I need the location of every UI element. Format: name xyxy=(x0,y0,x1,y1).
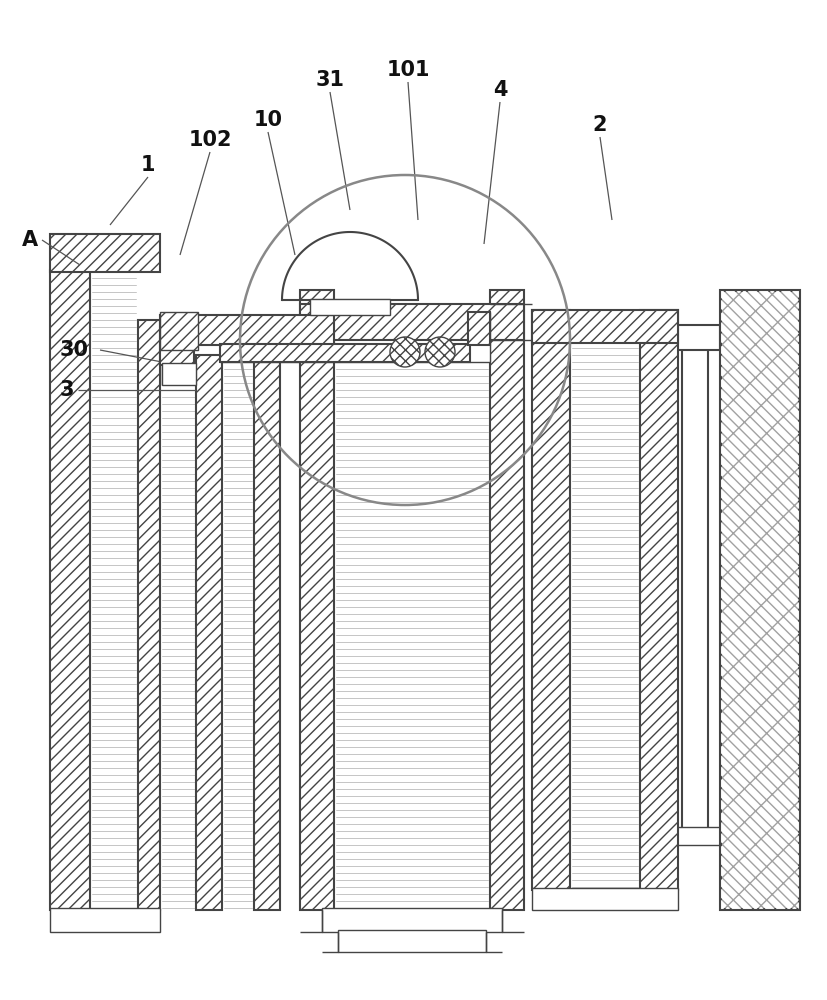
Text: 101: 101 xyxy=(386,60,430,80)
Bar xyxy=(338,930,486,952)
Bar xyxy=(490,290,524,910)
Text: 2: 2 xyxy=(593,115,607,135)
Bar xyxy=(196,315,334,345)
Bar xyxy=(162,363,196,385)
Bar xyxy=(682,345,708,835)
Circle shape xyxy=(390,337,420,367)
Bar xyxy=(532,888,678,910)
Bar xyxy=(220,344,470,362)
Text: 31: 31 xyxy=(315,70,345,90)
Text: 30: 30 xyxy=(60,340,89,360)
Bar xyxy=(50,908,160,932)
Bar xyxy=(160,315,194,365)
Bar xyxy=(468,312,490,362)
Bar xyxy=(138,320,160,910)
Text: 102: 102 xyxy=(189,130,232,150)
Bar xyxy=(468,312,490,345)
Text: 3: 3 xyxy=(60,380,74,400)
Bar xyxy=(322,908,502,932)
Text: 4: 4 xyxy=(493,80,507,100)
Bar xyxy=(532,310,678,343)
Bar xyxy=(670,827,720,845)
Bar xyxy=(722,292,798,908)
Circle shape xyxy=(425,337,455,367)
Bar xyxy=(720,290,800,910)
Bar xyxy=(640,310,678,890)
Bar xyxy=(310,299,390,315)
Bar xyxy=(532,310,570,890)
Bar xyxy=(300,290,334,910)
Text: A: A xyxy=(22,230,38,250)
Bar xyxy=(50,234,160,272)
Text: 10: 10 xyxy=(254,110,283,130)
Bar xyxy=(196,355,222,910)
Bar xyxy=(160,312,198,350)
Bar xyxy=(50,270,90,910)
Bar xyxy=(300,304,524,340)
Bar xyxy=(670,325,720,350)
Text: 1: 1 xyxy=(141,155,155,175)
Bar xyxy=(254,355,280,910)
